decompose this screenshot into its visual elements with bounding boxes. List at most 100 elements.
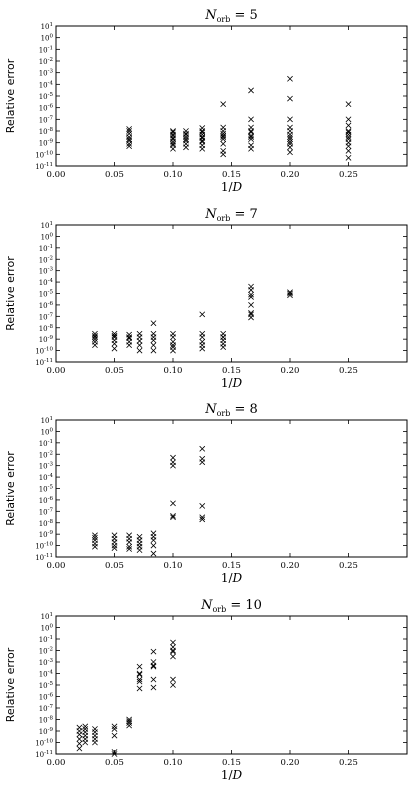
y-tick-label: 10-3 — [39, 69, 54, 78]
y-tick-label: 101 — [41, 221, 53, 230]
panel-title: Norb = 7 — [204, 207, 258, 223]
data-point — [111, 732, 118, 739]
data-point — [345, 154, 352, 161]
data-point — [111, 545, 118, 551]
data-point — [220, 151, 227, 158]
data-point — [126, 128, 133, 134]
data-point — [170, 500, 176, 507]
x-axis-label: 1/D — [221, 571, 243, 585]
data-point — [111, 542, 118, 549]
x-tick-label: 0.10 — [164, 758, 183, 768]
y-tick-label: 10-2 — [39, 255, 53, 264]
data-point — [136, 338, 143, 344]
y-tick-label: 10-10 — [35, 347, 53, 356]
y-tick-label: 10-9 — [39, 139, 54, 148]
data-point — [170, 145, 176, 152]
data-point — [126, 136, 133, 143]
y-tick-label: 10-6 — [39, 693, 54, 702]
data-point — [199, 129, 206, 136]
data-point — [183, 144, 189, 151]
y-tick-label: 10-7 — [39, 704, 54, 713]
axes-frame — [55, 224, 408, 363]
y-tick-label: 10-5 — [39, 92, 54, 101]
title-symbol: N — [204, 207, 217, 222]
x-tick-label: 0.15 — [222, 561, 241, 571]
data-point — [199, 334, 206, 341]
data-point — [183, 131, 189, 138]
y-tick-label: 10-4 — [39, 80, 54, 89]
data-point — [126, 126, 133, 132]
data-point — [345, 134, 352, 140]
data-point — [92, 342, 98, 349]
y-tick-label: 10-6 — [39, 301, 54, 310]
title-value: = 10 — [226, 598, 262, 613]
data-point — [345, 122, 352, 129]
title-value: = 8 — [230, 402, 257, 417]
data-point — [126, 718, 133, 725]
data-point — [150, 676, 157, 683]
x-tick-label: 0.00 — [47, 366, 66, 376]
x-tick-label: 0.20 — [281, 366, 300, 376]
data-point — [92, 534, 98, 541]
y-tick-label: 10-10 — [35, 150, 53, 159]
y-tick-label: 10-5 — [39, 485, 54, 494]
data-point — [287, 134, 293, 140]
data-point — [170, 347, 176, 354]
data-point — [248, 302, 254, 308]
data-point — [170, 676, 176, 683]
x-tick-label: 0.05 — [105, 561, 124, 571]
data-point — [170, 653, 176, 660]
data-point — [126, 720, 133, 726]
data-point — [345, 131, 352, 138]
data-point — [170, 140, 176, 147]
data-point — [248, 145, 254, 152]
data-point — [76, 736, 83, 742]
x-tick-label: 0.15 — [222, 758, 241, 768]
y-tick-label: 10-7 — [39, 115, 54, 124]
data-point — [76, 745, 83, 752]
data-point — [150, 320, 157, 327]
data-point — [170, 512, 176, 519]
y-tick-label: 10-1 — [39, 635, 53, 644]
data-point — [82, 739, 89, 746]
y-tick-label: 10-8 — [39, 716, 54, 725]
data-point — [150, 337, 157, 344]
x-tick-label: 0.20 — [281, 561, 300, 571]
data-point — [248, 87, 254, 94]
data-point — [220, 101, 227, 108]
data-point — [248, 294, 254, 300]
data-point — [248, 116, 254, 123]
data-point — [126, 342, 133, 349]
x-axis-label: 1/D — [221, 768, 243, 782]
axes-frame — [55, 615, 408, 755]
x-tick-label: 0.05 — [105, 170, 124, 180]
data-point — [199, 459, 206, 466]
data-point — [136, 671, 143, 678]
data-point — [220, 140, 227, 147]
data-point — [287, 75, 293, 82]
y-tick-label: 10-1 — [39, 45, 53, 54]
y-tick-label: 10-4 — [39, 278, 54, 287]
x-tick-label: 0.05 — [105, 366, 124, 376]
data-point — [150, 550, 157, 557]
y-tick-label: 10-1 — [39, 439, 53, 448]
data-point — [92, 739, 98, 746]
data-point — [287, 95, 293, 102]
y-tick-label: 10-3 — [39, 462, 54, 471]
y-axis-label: Relative error — [4, 451, 17, 526]
data-point — [150, 684, 157, 691]
data-point — [111, 345, 118, 352]
data-point — [111, 340, 118, 347]
data-point — [92, 532, 98, 539]
x-axis-label: 1/D — [221, 180, 243, 194]
data-point — [92, 336, 98, 343]
y-tick-label: 10-6 — [39, 496, 54, 505]
data-point — [170, 462, 176, 469]
data-point — [136, 676, 143, 683]
x-tick-label: 0.10 — [164, 170, 183, 180]
y-tick-label: 10-9 — [39, 727, 54, 736]
panel-norb-10: Norb = 10 0.00 0.05 0.10 0.15 0.20 0.25 10-11 10… — [4, 598, 408, 782]
x-tick-label: 0.10 — [164, 561, 183, 571]
y-tick-label: 10-3 — [39, 267, 54, 276]
x-tick-label: 0.00 — [47, 758, 66, 768]
